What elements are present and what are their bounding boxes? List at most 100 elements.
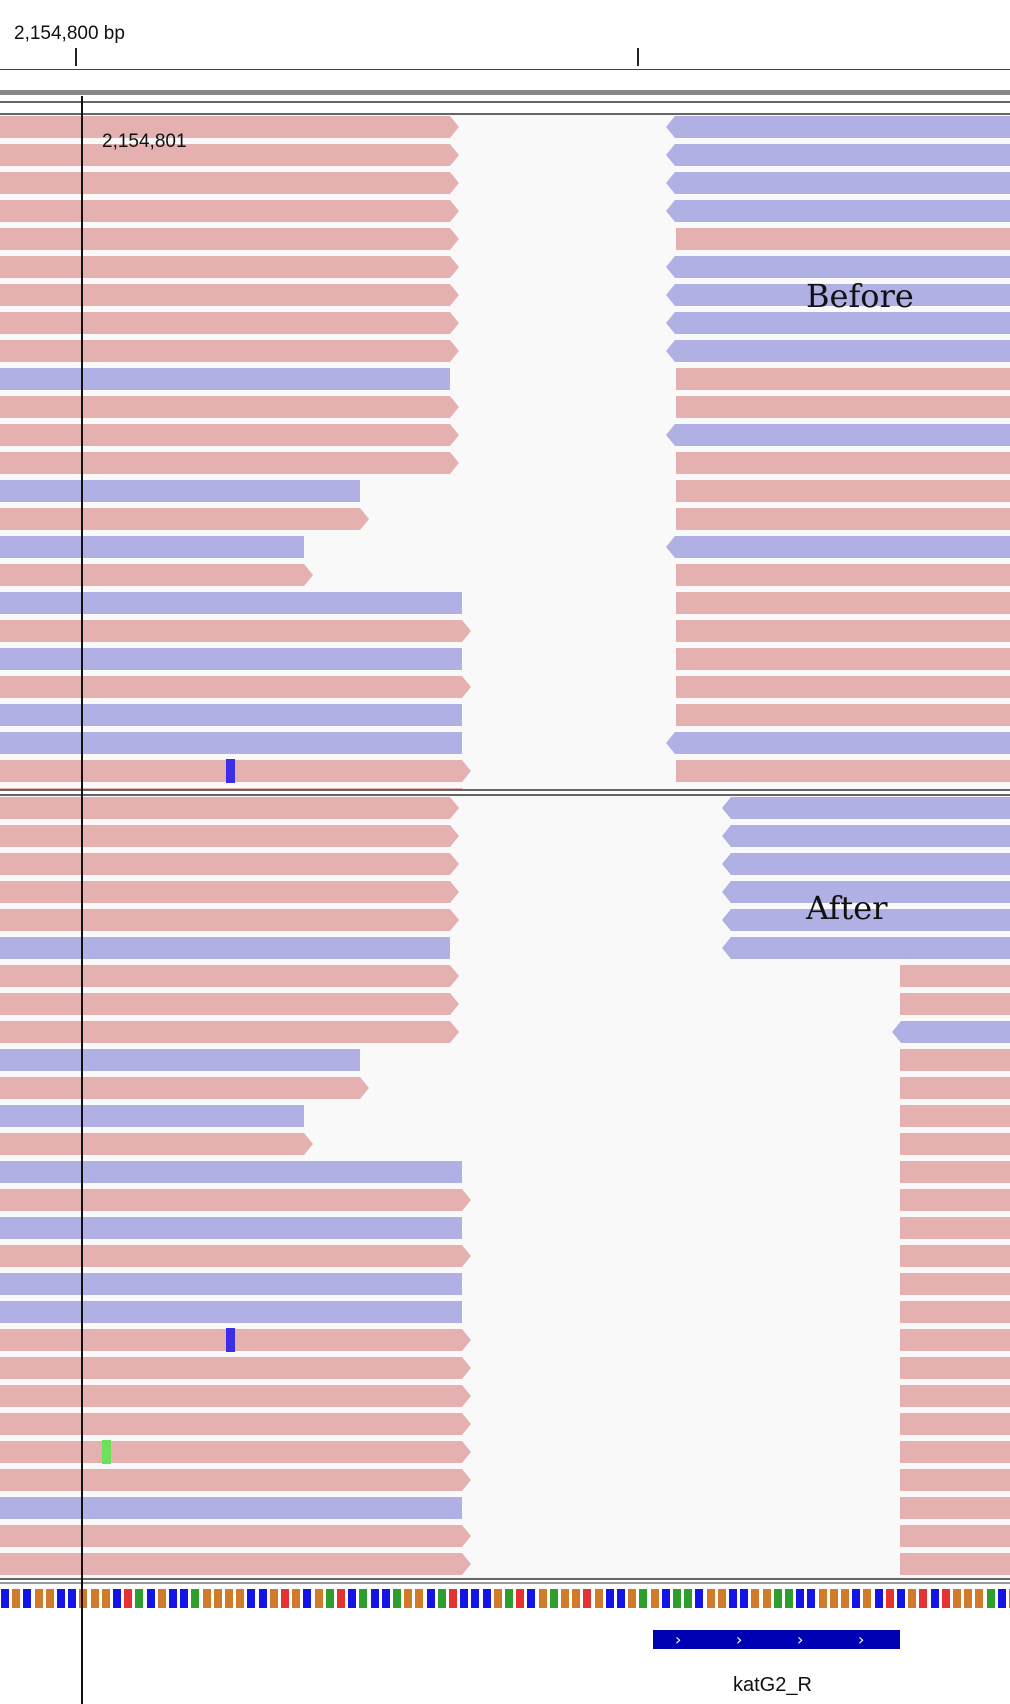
aligned-read[interactable] (0, 1077, 369, 1099)
aligned-read[interactable] (0, 937, 450, 959)
mismatch-base[interactable] (102, 1440, 111, 1464)
aligned-read[interactable] (666, 424, 1010, 446)
aligned-read[interactable] (900, 1217, 1010, 1239)
aligned-read[interactable] (900, 1105, 1010, 1127)
aligned-read[interactable] (666, 144, 1010, 166)
aligned-read[interactable] (900, 1385, 1010, 1407)
aligned-read[interactable] (0, 144, 459, 166)
aligned-read[interactable] (0, 704, 462, 726)
aligned-read[interactable] (892, 1021, 1010, 1043)
aligned-read[interactable] (0, 1357, 471, 1379)
mismatch-base[interactable] (226, 759, 235, 783)
aligned-read[interactable] (900, 1469, 1010, 1491)
aligned-read[interactable] (722, 937, 1010, 959)
aligned-read[interactable] (722, 825, 1010, 847)
aligned-read[interactable] (900, 965, 1010, 987)
aligned-read[interactable] (0, 200, 459, 222)
aligned-read[interactable] (0, 1301, 462, 1323)
aligned-read[interactable] (666, 312, 1010, 334)
aligned-read[interactable] (900, 1245, 1010, 1267)
aligned-read[interactable] (900, 1413, 1010, 1435)
aligned-read[interactable] (900, 1133, 1010, 1155)
aligned-read[interactable] (0, 536, 304, 558)
aligned-read[interactable] (0, 256, 459, 278)
aligned-read[interactable] (722, 853, 1010, 875)
aligned-read[interactable] (0, 1161, 462, 1183)
aligned-read[interactable] (900, 1161, 1010, 1183)
gene-feature[interactable]: › › › › (653, 1630, 900, 1649)
aligned-read[interactable] (666, 200, 1010, 222)
aligned-read[interactable] (0, 1105, 304, 1127)
aligned-read[interactable] (0, 116, 459, 138)
aligned-read[interactable] (0, 1217, 462, 1239)
aligned-read[interactable] (676, 564, 1010, 586)
aligned-read[interactable] (900, 1301, 1010, 1323)
aligned-read[interactable] (0, 760, 471, 782)
aligned-read[interactable] (0, 284, 459, 306)
aligned-read[interactable] (900, 1273, 1010, 1295)
aligned-read[interactable] (0, 648, 462, 670)
aligned-read[interactable] (0, 732, 462, 754)
aligned-read[interactable] (0, 1189, 471, 1211)
aligned-read[interactable] (0, 228, 459, 250)
aligned-read[interactable] (0, 909, 459, 931)
gene-track[interactable]: › › › › katG2_R (0, 1612, 1010, 1704)
aligned-read[interactable] (900, 1525, 1010, 1547)
aligned-read[interactable] (676, 620, 1010, 642)
aligned-read[interactable] (666, 172, 1010, 194)
aligned-read[interactable] (0, 1273, 462, 1295)
aligned-read[interactable] (900, 1441, 1010, 1463)
aligned-read[interactable] (676, 396, 1010, 418)
aligned-read[interactable] (0, 1245, 471, 1267)
track-divider[interactable] (0, 90, 1010, 95)
aligned-read[interactable] (900, 1049, 1010, 1071)
reads-before[interactable] (0, 115, 1010, 789)
aligned-read[interactable] (0, 1553, 471, 1575)
aligned-read[interactable] (0, 853, 459, 875)
aligned-read[interactable] (0, 312, 459, 334)
aligned-read[interactable] (0, 480, 360, 502)
aligned-read[interactable] (0, 1441, 471, 1463)
aligned-read[interactable] (676, 648, 1010, 670)
aligned-read[interactable] (900, 993, 1010, 1015)
aligned-read[interactable] (0, 368, 450, 390)
aligned-read[interactable] (722, 909, 1010, 931)
aligned-read[interactable] (666, 116, 1010, 138)
aligned-read[interactable] (0, 965, 459, 987)
aligned-read[interactable] (676, 592, 1010, 614)
alignment-panel-after[interactable]: After (0, 796, 1010, 1578)
aligned-read[interactable] (0, 508, 369, 530)
aligned-read[interactable] (676, 508, 1010, 530)
aligned-read[interactable] (0, 396, 459, 418)
aligned-read[interactable] (0, 797, 459, 819)
aligned-read[interactable] (676, 480, 1010, 502)
aligned-read[interactable] (0, 172, 459, 194)
aligned-read[interactable] (0, 424, 459, 446)
aligned-read[interactable] (722, 881, 1010, 903)
aligned-read[interactable] (0, 1329, 471, 1351)
aligned-read[interactable] (0, 825, 459, 847)
aligned-read[interactable] (0, 788, 471, 789)
aligned-read[interactable] (676, 704, 1010, 726)
aligned-read[interactable] (0, 993, 459, 1015)
ruler[interactable]: 2,154,800 bp (0, 0, 1010, 92)
aligned-read[interactable] (0, 1413, 471, 1435)
aligned-read[interactable] (676, 452, 1010, 474)
aligned-read[interactable] (0, 1525, 471, 1547)
aligned-read[interactable] (0, 676, 471, 698)
aligned-read[interactable] (900, 1357, 1010, 1379)
aligned-read[interactable] (676, 228, 1010, 250)
aligned-read[interactable] (0, 1021, 459, 1043)
aligned-read[interactable] (676, 368, 1010, 390)
reference-sequence-track[interactable] (0, 1584, 1010, 1612)
aligned-read[interactable] (900, 1189, 1010, 1211)
aligned-read[interactable] (676, 676, 1010, 698)
aligned-read[interactable] (0, 620, 471, 642)
aligned-read[interactable] (0, 564, 313, 586)
aligned-read[interactable] (666, 256, 1010, 278)
aligned-read[interactable] (666, 284, 1010, 306)
mismatch-base[interactable] (226, 1328, 235, 1352)
aligned-read[interactable] (0, 1469, 471, 1491)
alignment-panel-before[interactable]: Before (0, 115, 1010, 789)
aligned-read[interactable] (0, 1497, 462, 1519)
